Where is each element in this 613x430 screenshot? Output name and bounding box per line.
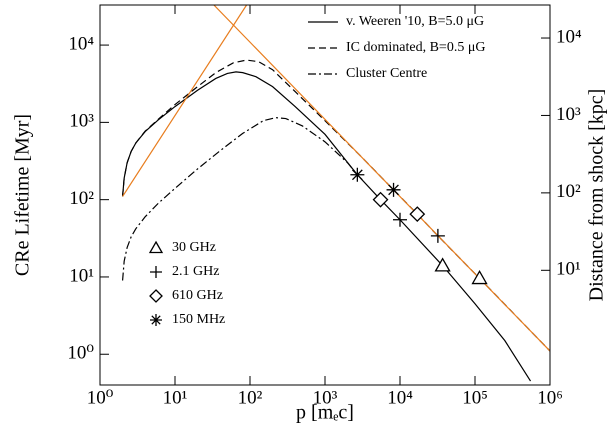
series-line <box>121 117 358 281</box>
legend-marker <box>150 266 162 278</box>
x-tick-label: 10⁰ <box>87 387 114 408</box>
y2-tick-label: 10⁴ <box>556 26 582 47</box>
y-tick-label: 10¹ <box>69 265 94 286</box>
x-tick-label: 10⁶ <box>537 387 563 408</box>
legend-label: 150 MHz <box>172 312 225 327</box>
legend-marker <box>148 240 164 254</box>
y-tick-label: 10³ <box>69 111 94 132</box>
data-marker <box>350 167 365 182</box>
x-tick-label: 10² <box>238 387 263 408</box>
data-marker <box>471 270 488 285</box>
y-tick-label: 10⁴ <box>68 33 94 54</box>
y-tick-label: 10⁰ <box>67 343 94 364</box>
y2-tick-label: 10² <box>556 181 581 202</box>
legend-label: 610 GHz <box>172 288 223 303</box>
x-axis-label: p [mₑc] <box>296 402 354 424</box>
x-tick-label: 10¹ <box>163 387 188 408</box>
data-marker <box>409 206 426 223</box>
data-marker <box>434 257 451 272</box>
x-tick-label: 10⁵ <box>462 387 488 408</box>
series-line <box>122 5 248 197</box>
legend-marker <box>149 289 163 303</box>
data-marker <box>393 212 407 227</box>
plot-area <box>121 5 550 382</box>
legend-marker <box>150 314 162 326</box>
x-tick-label: 10³ <box>313 387 338 408</box>
legend-label: 30 GHz <box>172 240 216 255</box>
data-marker <box>372 191 389 208</box>
legend-label: IC dominated, B=0.5 μG <box>346 40 485 55</box>
data-marker <box>430 228 445 243</box>
legend-label: 2.1 GHz <box>172 264 219 279</box>
y2-axis-label: Distance from shock [kpc] <box>586 89 608 302</box>
series-line <box>213 5 550 352</box>
legend-label: v. Weeren '10, B=5.0 μG <box>346 14 484 29</box>
series-line <box>121 71 532 382</box>
x-tick-label: 10⁴ <box>387 387 413 408</box>
y-axis-label: CRe Lifetime [Myr] <box>12 114 34 276</box>
legend-label: Cluster Centre <box>346 66 427 81</box>
y-tick-label: 10² <box>69 188 94 209</box>
y2-tick-label: 10³ <box>556 104 581 125</box>
data-marker <box>386 182 401 197</box>
y2-tick-label: 10¹ <box>556 259 581 280</box>
